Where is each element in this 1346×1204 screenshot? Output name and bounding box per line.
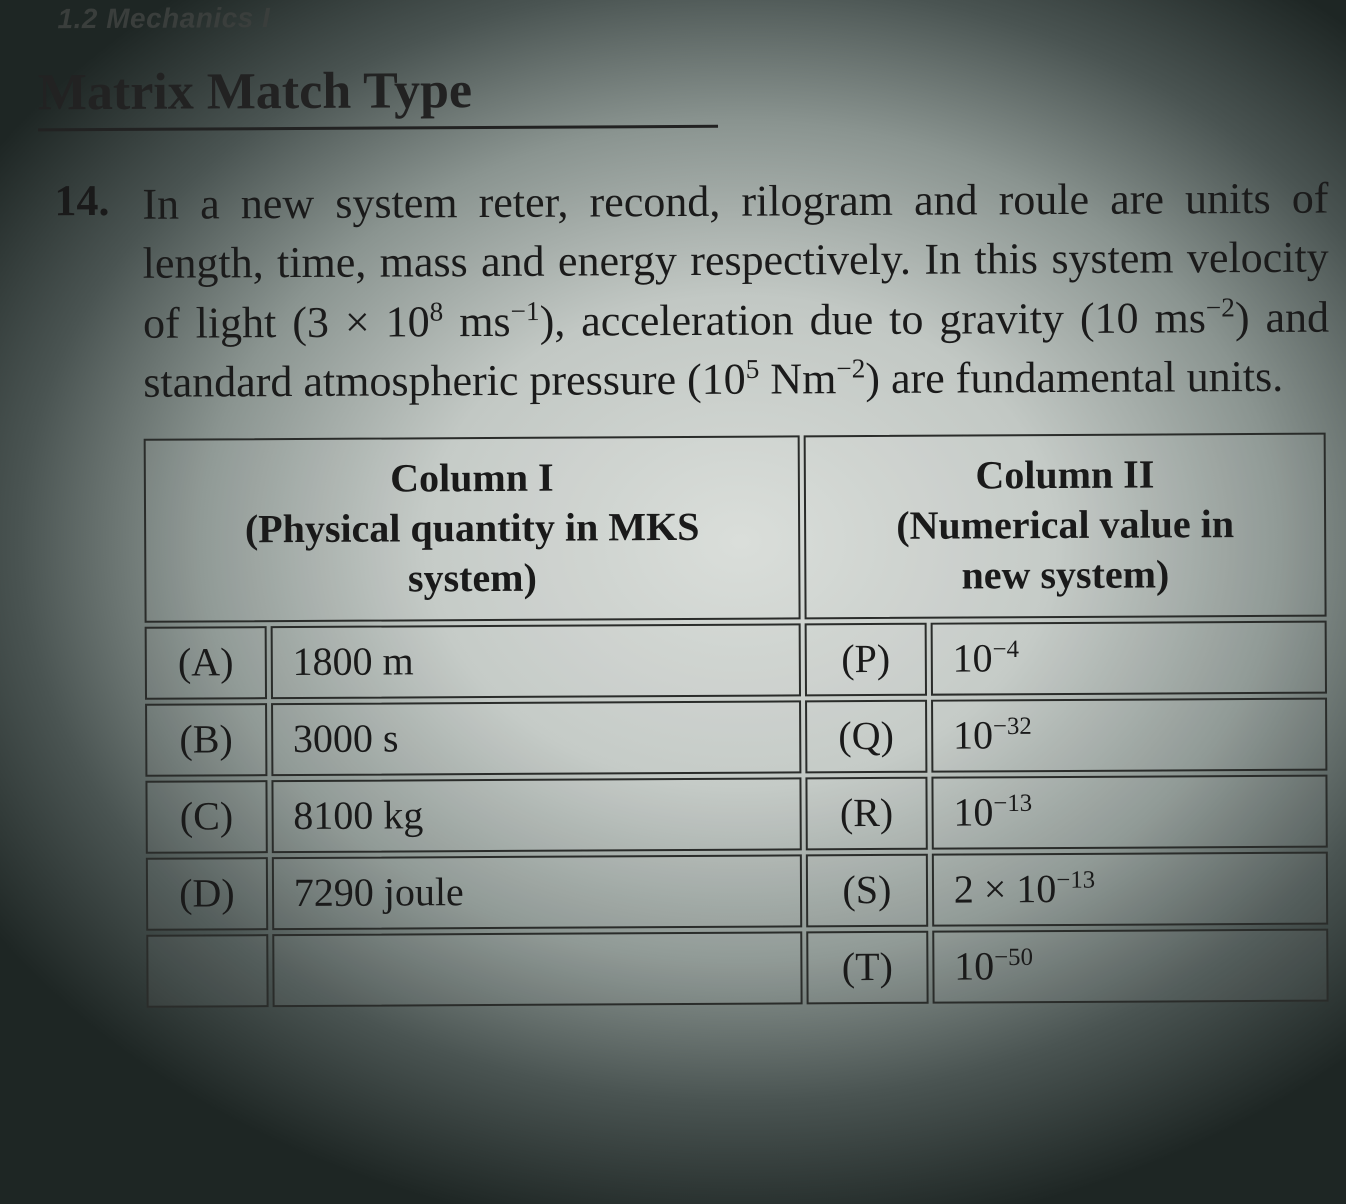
qtext-exp4: 5 xyxy=(746,354,760,384)
col2-label: (P) xyxy=(805,622,927,696)
col1-label: (C) xyxy=(145,780,267,854)
question-block: 14. In a new system reter, recond, rilog… xyxy=(54,169,1322,1012)
col2-value: 10−13 xyxy=(931,774,1328,849)
table-row: (A) 1800 m (P) 10−4 xyxy=(145,620,1327,699)
col2-value-exp: −50 xyxy=(994,943,1033,970)
col2-value: 10−32 xyxy=(931,697,1328,772)
col1-label xyxy=(146,934,268,1008)
col2-value-exp: −4 xyxy=(992,635,1019,662)
qtext-exp2: −1 xyxy=(510,296,539,326)
table-row: (B) 3000 s (Q) 10−32 xyxy=(145,697,1327,776)
qtext-p6: ) are fundamental units. xyxy=(865,352,1283,403)
chapter-heading: 1.2 Mechanics I xyxy=(57,0,1317,35)
col2-value-exp: −13 xyxy=(993,789,1032,816)
col1-label: (A) xyxy=(145,626,267,700)
qtext-p3: ), acceleration due to gravity (10 ms xyxy=(539,293,1206,345)
col2-header-line2: (Numerical value in xyxy=(896,501,1234,548)
col2-value-base: 10 xyxy=(953,712,993,757)
qtext-exp1: 8 xyxy=(430,296,444,326)
question-text: In a new system reter, recond, rilogram … xyxy=(142,169,1329,413)
qtext-exp3: −2 xyxy=(1206,292,1235,322)
col1-header-line3: system) xyxy=(408,554,537,600)
question-number: 14. xyxy=(54,175,124,226)
col2-value: 10−4 xyxy=(930,620,1327,695)
col1-value: 3000 s xyxy=(271,700,802,776)
col1-header-line2: (Physical quantity in MKS xyxy=(245,503,700,550)
col2-value-base: 2 × 10 xyxy=(954,866,1057,912)
col2-label: (T) xyxy=(806,930,928,1004)
col1-label: (D) xyxy=(146,857,268,931)
col1-value xyxy=(272,931,803,1007)
table-row: (D) 7290 joule (S) 2 × 10−13 xyxy=(146,851,1328,930)
col2-header-line3: new system) xyxy=(961,551,1169,597)
match-table: Column I (Physical quantity in MKS syste… xyxy=(140,428,1333,1011)
col1-label: (B) xyxy=(145,703,267,777)
col2-label: (R) xyxy=(805,776,927,850)
col2-header: Column II (Numerical value in new system… xyxy=(804,432,1327,619)
col1-header-line1: Column I xyxy=(390,454,554,500)
col2-header-line1: Column II xyxy=(975,451,1154,497)
col2-value-base: 10 xyxy=(954,943,994,988)
qtext-p2: ms xyxy=(443,297,511,346)
col2-label: (S) xyxy=(806,853,928,927)
col1-value: 7290 joule xyxy=(272,854,803,930)
col2-value-exp: −32 xyxy=(993,712,1032,739)
table-row: (C) 8100 kg (R) 10−13 xyxy=(145,774,1327,853)
col2-value-base: 10 xyxy=(952,635,992,680)
qtext-exp5: −2 xyxy=(836,354,865,384)
col1-value: 8100 kg xyxy=(271,777,802,853)
table-row: (T) 10−50 xyxy=(146,928,1328,1007)
question-body: In a new system reter, recond, rilogram … xyxy=(142,169,1332,1012)
col1-header: Column I (Physical quantity in MKS syste… xyxy=(144,435,801,622)
col2-value: 2 × 10−13 xyxy=(932,851,1329,926)
qtext-p5: Nm xyxy=(759,354,836,403)
table-header-row: Column I (Physical quantity in MKS syste… xyxy=(144,432,1327,622)
section-title: Matrix Match Type xyxy=(38,60,718,132)
textbook-page: 1.2 Mechanics I Matrix Match Type 14. In… xyxy=(37,0,1322,1012)
col1-value: 1800 m xyxy=(270,623,801,699)
col2-value-base: 10 xyxy=(953,789,993,834)
col2-label: (Q) xyxy=(805,699,927,773)
col2-value: 10−50 xyxy=(932,928,1329,1003)
col2-value-exp: −13 xyxy=(1056,866,1095,893)
